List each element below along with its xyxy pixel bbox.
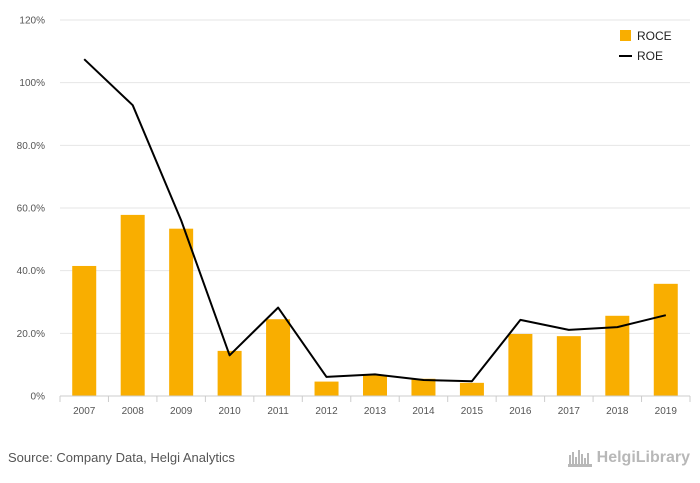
x-tick-label: 2019 — [655, 406, 678, 417]
y-tick-label: 120% — [19, 16, 45, 27]
x-tick-label: 2011 — [267, 406, 289, 417]
roce-bar — [266, 319, 291, 396]
x-tick-label: 2012 — [315, 406, 338, 417]
x-tick-label: 2008 — [122, 406, 145, 417]
roce-bar — [314, 381, 339, 396]
x-axis — [59, 395, 691, 402]
y-tick-label: 100% — [19, 78, 45, 89]
x-tick-label: 2010 — [218, 406, 241, 417]
roce-bar — [120, 214, 145, 396]
x-tick-label: 2007 — [73, 406, 96, 417]
roce-bar — [217, 350, 242, 396]
x-tick-label: 2015 — [461, 406, 484, 417]
y-tick-label: 20.0% — [17, 329, 45, 340]
x-tick-label: 2018 — [606, 406, 629, 417]
roce-bar — [169, 228, 194, 396]
roce-bars — [72, 214, 678, 396]
helgi-library-logo: HelgiLibrary — [567, 448, 690, 468]
legend-label-roe: ROE — [637, 49, 663, 63]
roce-bar — [363, 375, 387, 396]
roe-line — [83, 58, 667, 383]
x-tick-label: 2009 — [170, 406, 193, 417]
roe-line-path — [83, 58, 667, 383]
y-tick-label: 60.0% — [17, 204, 45, 215]
y-tick-label: 0% — [31, 392, 46, 403]
x-tick-label: 2014 — [412, 406, 435, 417]
roce-bar — [508, 333, 533, 396]
roce-bar — [459, 382, 484, 396]
y-axis-ticks: 0% 20.0% 40.0% 60.0% 80.0% 100% 120% — [17, 16, 45, 403]
roce-bar — [72, 265, 97, 396]
legend-swatch-roce — [620, 30, 631, 41]
y-tick-label: 40.0% — [17, 266, 45, 277]
library-icon — [567, 450, 592, 467]
x-axis-ticks: 2007 2008 2009 2010 2011 2012 2013 2014 2015 2016… — [73, 406, 677, 417]
logo-text: HelgiLibrary — [596, 449, 690, 466]
roce-bar — [556, 336, 581, 396]
roce-bar — [605, 315, 630, 396]
roce-bar — [653, 283, 678, 396]
x-tick-label: 2013 — [364, 406, 387, 417]
x-tick-label: 2017 — [558, 406, 581, 417]
x-tick-label: 2016 — [509, 406, 532, 417]
legend: ROCE ROE — [619, 29, 672, 63]
y-tick-label: 80.0% — [17, 141, 45, 152]
source-note: Source: Company Data, Helgi Analytics — [8, 450, 235, 465]
gridlines — [60, 19, 690, 334]
chart: 0%20.0%40.0%60.0%80.0%100%120% 2007 2008 2… — [17, 16, 691, 417]
roce-bar — [411, 378, 436, 396]
legend-label-roce: ROCE — [637, 29, 672, 43]
